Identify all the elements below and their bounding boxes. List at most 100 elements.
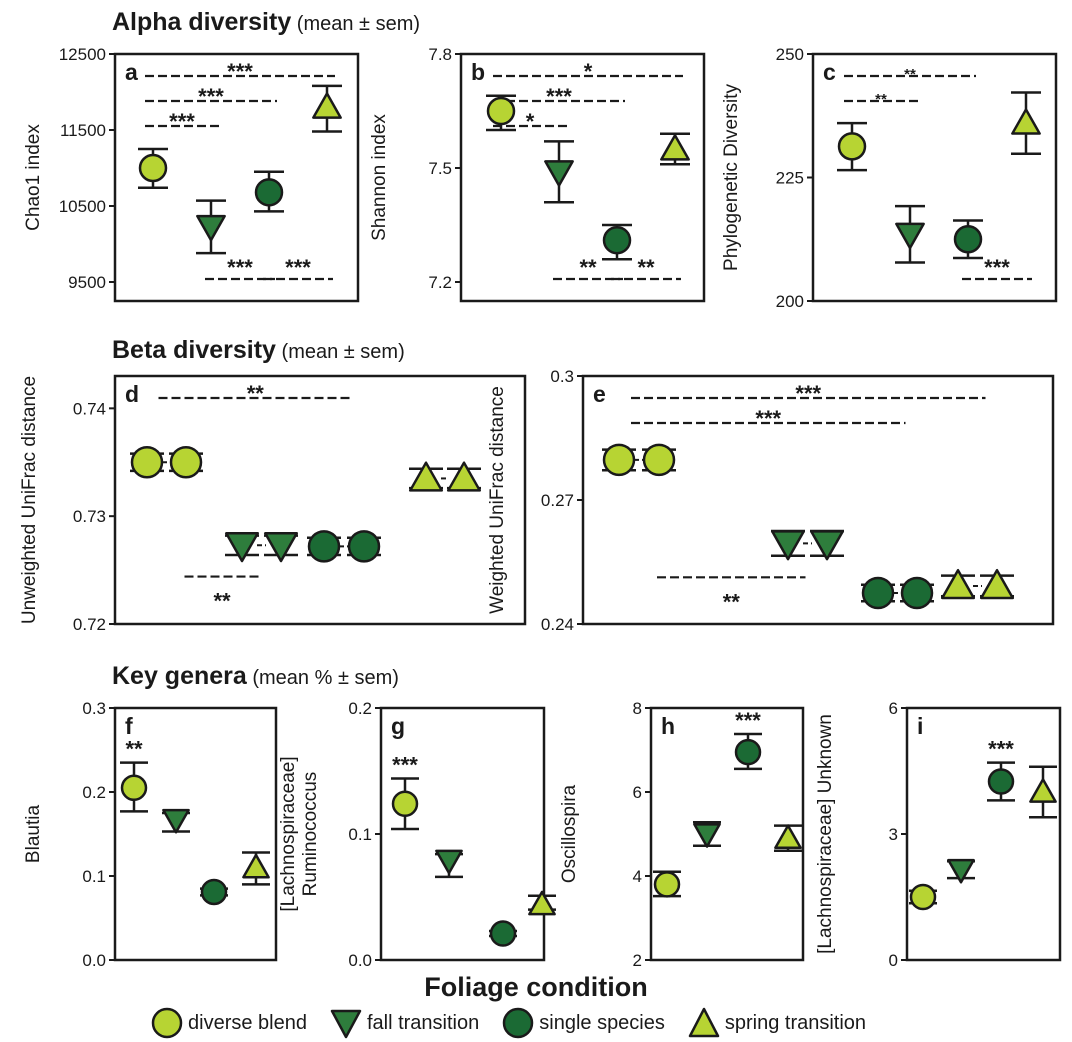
y-tick-label: 200 (776, 292, 804, 311)
significance-label: ** (904, 66, 916, 83)
plot-frame (649, 706, 805, 962)
plot-frame (459, 52, 706, 303)
fall-transition-marker (435, 849, 463, 875)
significance-label: *** (988, 737, 1014, 762)
significance-label: *** (169, 109, 195, 134)
diverse-blend-marker (169, 446, 203, 479)
significance-label: * (584, 59, 593, 84)
spring-transition-marker (660, 134, 690, 161)
diverse-blend-marker (909, 883, 937, 911)
diverse-blend-marker (642, 443, 676, 477)
single-species-marker (987, 768, 1015, 795)
significance-label: ** (723, 589, 741, 614)
y-axis-label: Chao1 index (23, 124, 44, 231)
y-tick-label: 12500 (59, 45, 106, 64)
y-tick-label: 0.1 (82, 867, 106, 886)
single-species-marker (900, 576, 934, 610)
circle-icon (503, 1007, 534, 1039)
single-species-marker (254, 178, 284, 207)
panel-letter: a (125, 59, 138, 85)
y-tick-label: 0.3 (82, 699, 106, 718)
diverse-blend-marker (837, 132, 867, 161)
fall-transition-marker (225, 532, 259, 563)
plot-frame (581, 374, 1055, 626)
y-tick-label: 6 (633, 783, 642, 802)
y-axis-label-line: Ruminococcus (300, 772, 321, 897)
spring-transition-marker (1029, 778, 1057, 803)
legend-item: single species (501, 1006, 665, 1040)
y-tick-label: 225 (776, 169, 804, 188)
single-species-marker (602, 225, 632, 255)
plot-frame (113, 52, 360, 303)
legend-label: single species (539, 1011, 665, 1034)
y-axis-label: Unweighted UniFrac distance (19, 376, 40, 624)
plot-frame (379, 706, 546, 962)
legend-item: fall transition (329, 1006, 479, 1040)
y-tick-label: 0.24 (541, 615, 574, 634)
single-species-marker (347, 530, 381, 563)
spring-transition-marker (941, 568, 975, 600)
panel-letter: b (471, 59, 485, 85)
section-title-alpha-sub: (mean ± sem) (296, 13, 421, 35)
y-tick-label: 0 (889, 951, 898, 970)
panel-letter: g (391, 713, 405, 739)
panel-letter: i (917, 713, 923, 739)
single-species-marker (953, 225, 983, 254)
significance-label: * (526, 109, 535, 134)
y-tick-label: 0.1 (348, 825, 372, 844)
legend-label: diverse blend (188, 1011, 307, 1034)
y-axis-label-line: [Lachnospiraceae] (278, 756, 299, 911)
section-title-key: Key genera (mean % ± sem) (112, 662, 399, 691)
section-title-beta: Beta diversity (mean ± sem) (112, 336, 405, 365)
significance-label: *** (198, 84, 224, 109)
y-tick-label: 4 (633, 867, 642, 886)
y-tick-label: 3 (889, 825, 898, 844)
y-tick-label: 0.2 (348, 699, 372, 718)
panel-letter: c (823, 59, 836, 85)
fall-transition-marker (264, 532, 298, 563)
spring-transition-marker (447, 461, 481, 492)
section-title-alpha-main: Alpha diversity (112, 8, 292, 36)
spring-transition-marker (1011, 108, 1041, 135)
fall-transition-marker (196, 214, 226, 242)
diverse-blend-marker (130, 446, 164, 479)
significance-label: ** (213, 589, 231, 614)
fall-transition-marker (895, 222, 925, 250)
y-tick-label: 0.27 (541, 491, 574, 510)
circle-icon (151, 1007, 183, 1039)
fall-transition-marker (947, 858, 975, 884)
panel-g: 0.2 0.1 0.0 [Lachnospiraceae]Ruminococcus g *… (278, 699, 556, 970)
y-axis-label: Weighted UniFrac distance (487, 386, 508, 614)
significance-label: ** (579, 255, 597, 280)
single-species-marker (861, 576, 895, 610)
y-axis-label: Shannon index (369, 114, 390, 241)
fall-transition-marker (771, 530, 805, 561)
single-species-marker (489, 920, 517, 947)
diverse-blend-marker (602, 443, 636, 477)
y-tick-label: 0.2 (82, 783, 106, 802)
diverse-blend-marker (653, 871, 681, 898)
significance-label: *** (984, 255, 1010, 280)
panel-letter: f (125, 713, 133, 739)
diverse-blend-marker (138, 153, 168, 183)
y-tick-label: 250 (776, 45, 804, 64)
y-tick-label: 2 (633, 951, 642, 970)
panel-h: 8 6 4 2 Oscillospira h *** (559, 699, 805, 970)
legend-item: diverse blend (150, 1006, 307, 1040)
panel-letter: e (593, 381, 606, 407)
y-tick-label: 8 (633, 699, 642, 718)
y-tick-label: 0.72 (73, 615, 106, 634)
spring-transition-marker (242, 853, 270, 879)
single-species-marker (200, 878, 228, 906)
significance-label: *** (392, 753, 418, 778)
legend-label: fall transition (366, 1011, 480, 1034)
significance-label: *** (795, 381, 821, 406)
y-axis-label: [Lachnospiraceae] Unknown (815, 714, 836, 954)
spring-transition-marker (409, 461, 443, 492)
significance-label: *** (546, 84, 572, 109)
significance-label: *** (735, 708, 761, 733)
significance-label: *** (227, 255, 253, 280)
y-tick-label: 0.73 (73, 507, 106, 526)
